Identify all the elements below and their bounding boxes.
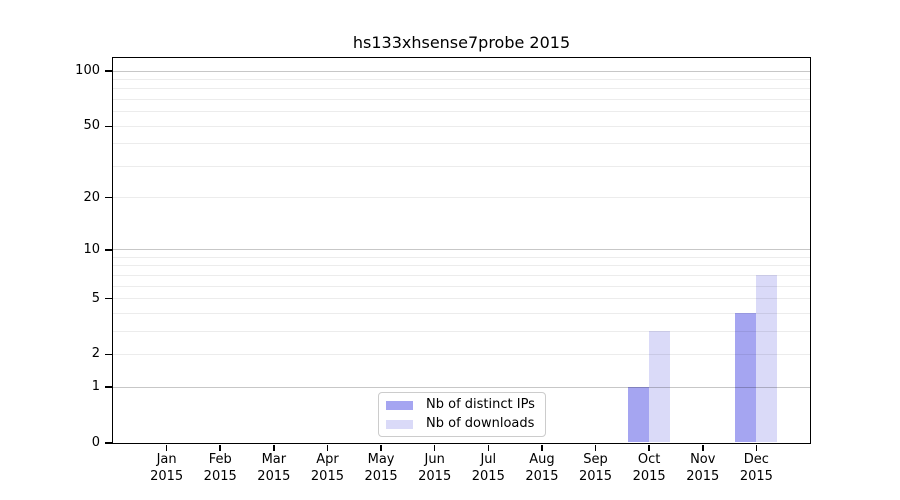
gridline-minor [112,274,810,276]
x-tick-label: Jun 2015 [418,452,452,484]
legend-label-distinct-ips: Nb of distinct IPs [426,397,535,412]
bar-downloads-oct [648,330,670,443]
gridline-major [112,386,810,388]
gridline-minor [112,197,810,199]
y-tick-label: 2 [91,346,100,362]
y-tick-mark [105,70,112,72]
y-tick-mark [105,353,112,356]
gridline-minor [112,330,810,332]
bar-distinct-ips-oct [627,386,649,443]
y-tick-label: 50 [83,118,100,134]
x-tick-mark [165,444,168,451]
x-tick-mark [541,444,543,451]
x-tick-label: Feb 2015 [203,452,237,484]
gridline-minor [112,125,810,127]
gridline-minor [112,99,810,101]
x-tick-mark [433,444,436,451]
x-tick-mark [380,444,382,451]
y-tick-label: 1 [91,379,100,395]
legend: Nb of distinct IPs Nb of downloads [378,392,546,437]
y-tick-mark [105,249,112,251]
gridline-minor [112,165,810,167]
x-tick-label: Apr 2015 [310,452,344,484]
y-tick-label: 10 [83,241,100,257]
x-tick-label: Aug 2015 [525,452,559,484]
x-tick-mark [648,444,650,451]
y-tick-mark [105,196,112,199]
x-tick-mark [755,444,758,451]
x-tick-mark [219,444,221,451]
x-tick-label: Dec 2015 [739,452,773,484]
x-tick-label: Oct 2015 [632,452,666,484]
x-tick-label: Sep 2015 [578,452,613,484]
x-tick-mark [702,444,704,451]
bar-distinct-ips-dec [734,312,756,443]
x-tick-label: Jan 2015 [150,452,184,484]
x-tick-mark [326,444,329,451]
gridline-minor [112,265,810,267]
gridline-minor [112,143,810,145]
y-tick-label: 0 [91,435,100,450]
gridline-minor [112,353,810,355]
y-tick-mark [105,297,112,300]
gridline-minor [112,298,810,300]
x-tick-mark [487,444,490,451]
y-tick-mark [105,125,112,127]
gridline-major [112,70,810,72]
y-tick-mark [105,386,112,388]
x-tick-label: Nov 2015 [686,452,720,484]
x-tick-label: May 2015 [364,452,398,484]
legend-swatch-distinct-ips [386,400,413,410]
gridline-minor [112,79,810,81]
y-tick-label: 5 [91,290,100,306]
x-tick-label: Jul 2015 [471,452,505,484]
plot-area [111,56,811,444]
gridline-minor [112,285,810,287]
x-tick-label: Mar 2015 [257,452,291,484]
gridline-minor [112,88,810,90]
bar-downloads-dec [755,274,777,443]
y-tick-mark [105,442,112,444]
legend-item-distinct-ips: Nb of distinct IPs [386,398,545,412]
gridline-minor [112,312,810,314]
y-tick-label: 100 [75,63,100,79]
legend-label-downloads: Nb of downloads [426,416,535,431]
legend-item-downloads: Nb of downloads [386,417,545,431]
chart-title: hs133xhsense7probe 2015 [352,33,571,52]
gridline-minor [112,111,810,113]
x-tick-mark [273,444,275,451]
x-tick-mark [594,444,597,451]
legend-swatch-downloads [386,419,413,429]
gridline-minor [112,257,810,258]
gridline-major [112,249,810,251]
y-tick-label: 20 [83,189,100,205]
